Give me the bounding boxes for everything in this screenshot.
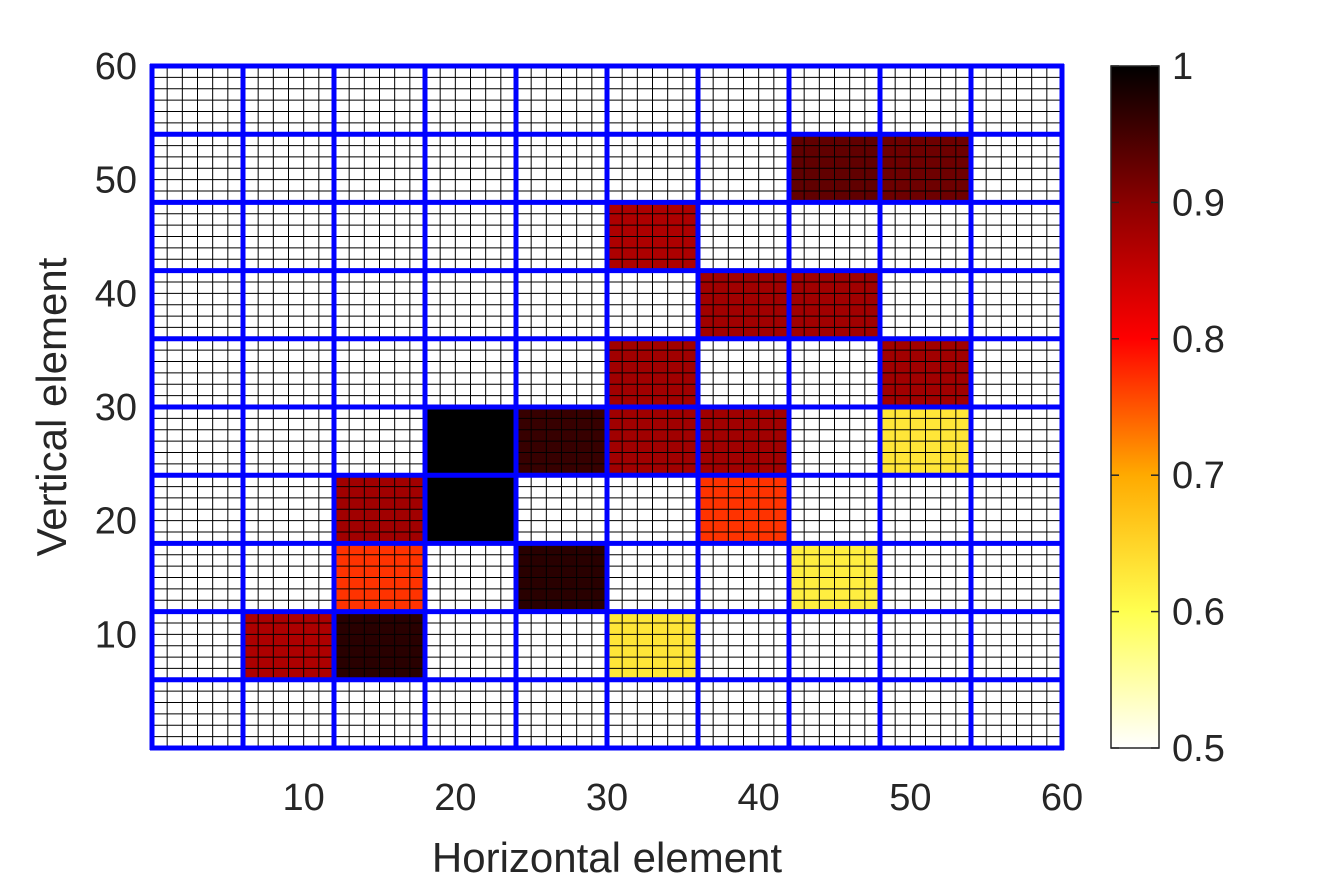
x-axis-ticks: 10 20 30 40 50 60 (283, 777, 1084, 819)
colorbar-tick-label: 0.9 (1172, 182, 1225, 224)
block-grid (149, 63, 1065, 751)
y-tick-label: 50 (95, 160, 137, 202)
colorbar-ticks: 0.5 0.6 0.7 0.8 0.9 1 (1111, 46, 1225, 770)
colorbar-tick-label: 1 (1172, 46, 1193, 88)
x-tick-label: 50 (889, 777, 931, 819)
x-tick-label: 20 (434, 777, 476, 819)
y-axis-ticks: 10 20 30 40 50 60 (95, 46, 137, 656)
y-tick-label: 30 (95, 387, 137, 429)
colorbar-tick-label: 0.5 (1172, 728, 1225, 770)
x-tick-label: 30 (586, 777, 628, 819)
colorbar-gradient (1110, 65, 1160, 749)
y-tick-label: 40 (95, 273, 137, 315)
colorbar-tick-label: 0.7 (1172, 455, 1225, 497)
colorbar-tick-label: 0.8 (1172, 319, 1225, 361)
plot-area (149, 63, 1065, 751)
x-tick-label: 60 (1041, 777, 1083, 819)
y-tick-label: 60 (95, 46, 137, 88)
x-axis-label: Horizontal element (432, 834, 783, 881)
x-tick-label: 10 (283, 777, 325, 819)
colorbar: 0.5 0.6 0.7 0.8 0.9 1 (1110, 46, 1225, 770)
x-tick-label: 40 (738, 777, 780, 819)
y-axis-label: Vertical element (28, 257, 75, 556)
colorbar-tick-label: 0.6 (1172, 592, 1225, 634)
y-tick-label: 10 (95, 614, 137, 656)
y-tick-label: 20 (95, 501, 137, 543)
